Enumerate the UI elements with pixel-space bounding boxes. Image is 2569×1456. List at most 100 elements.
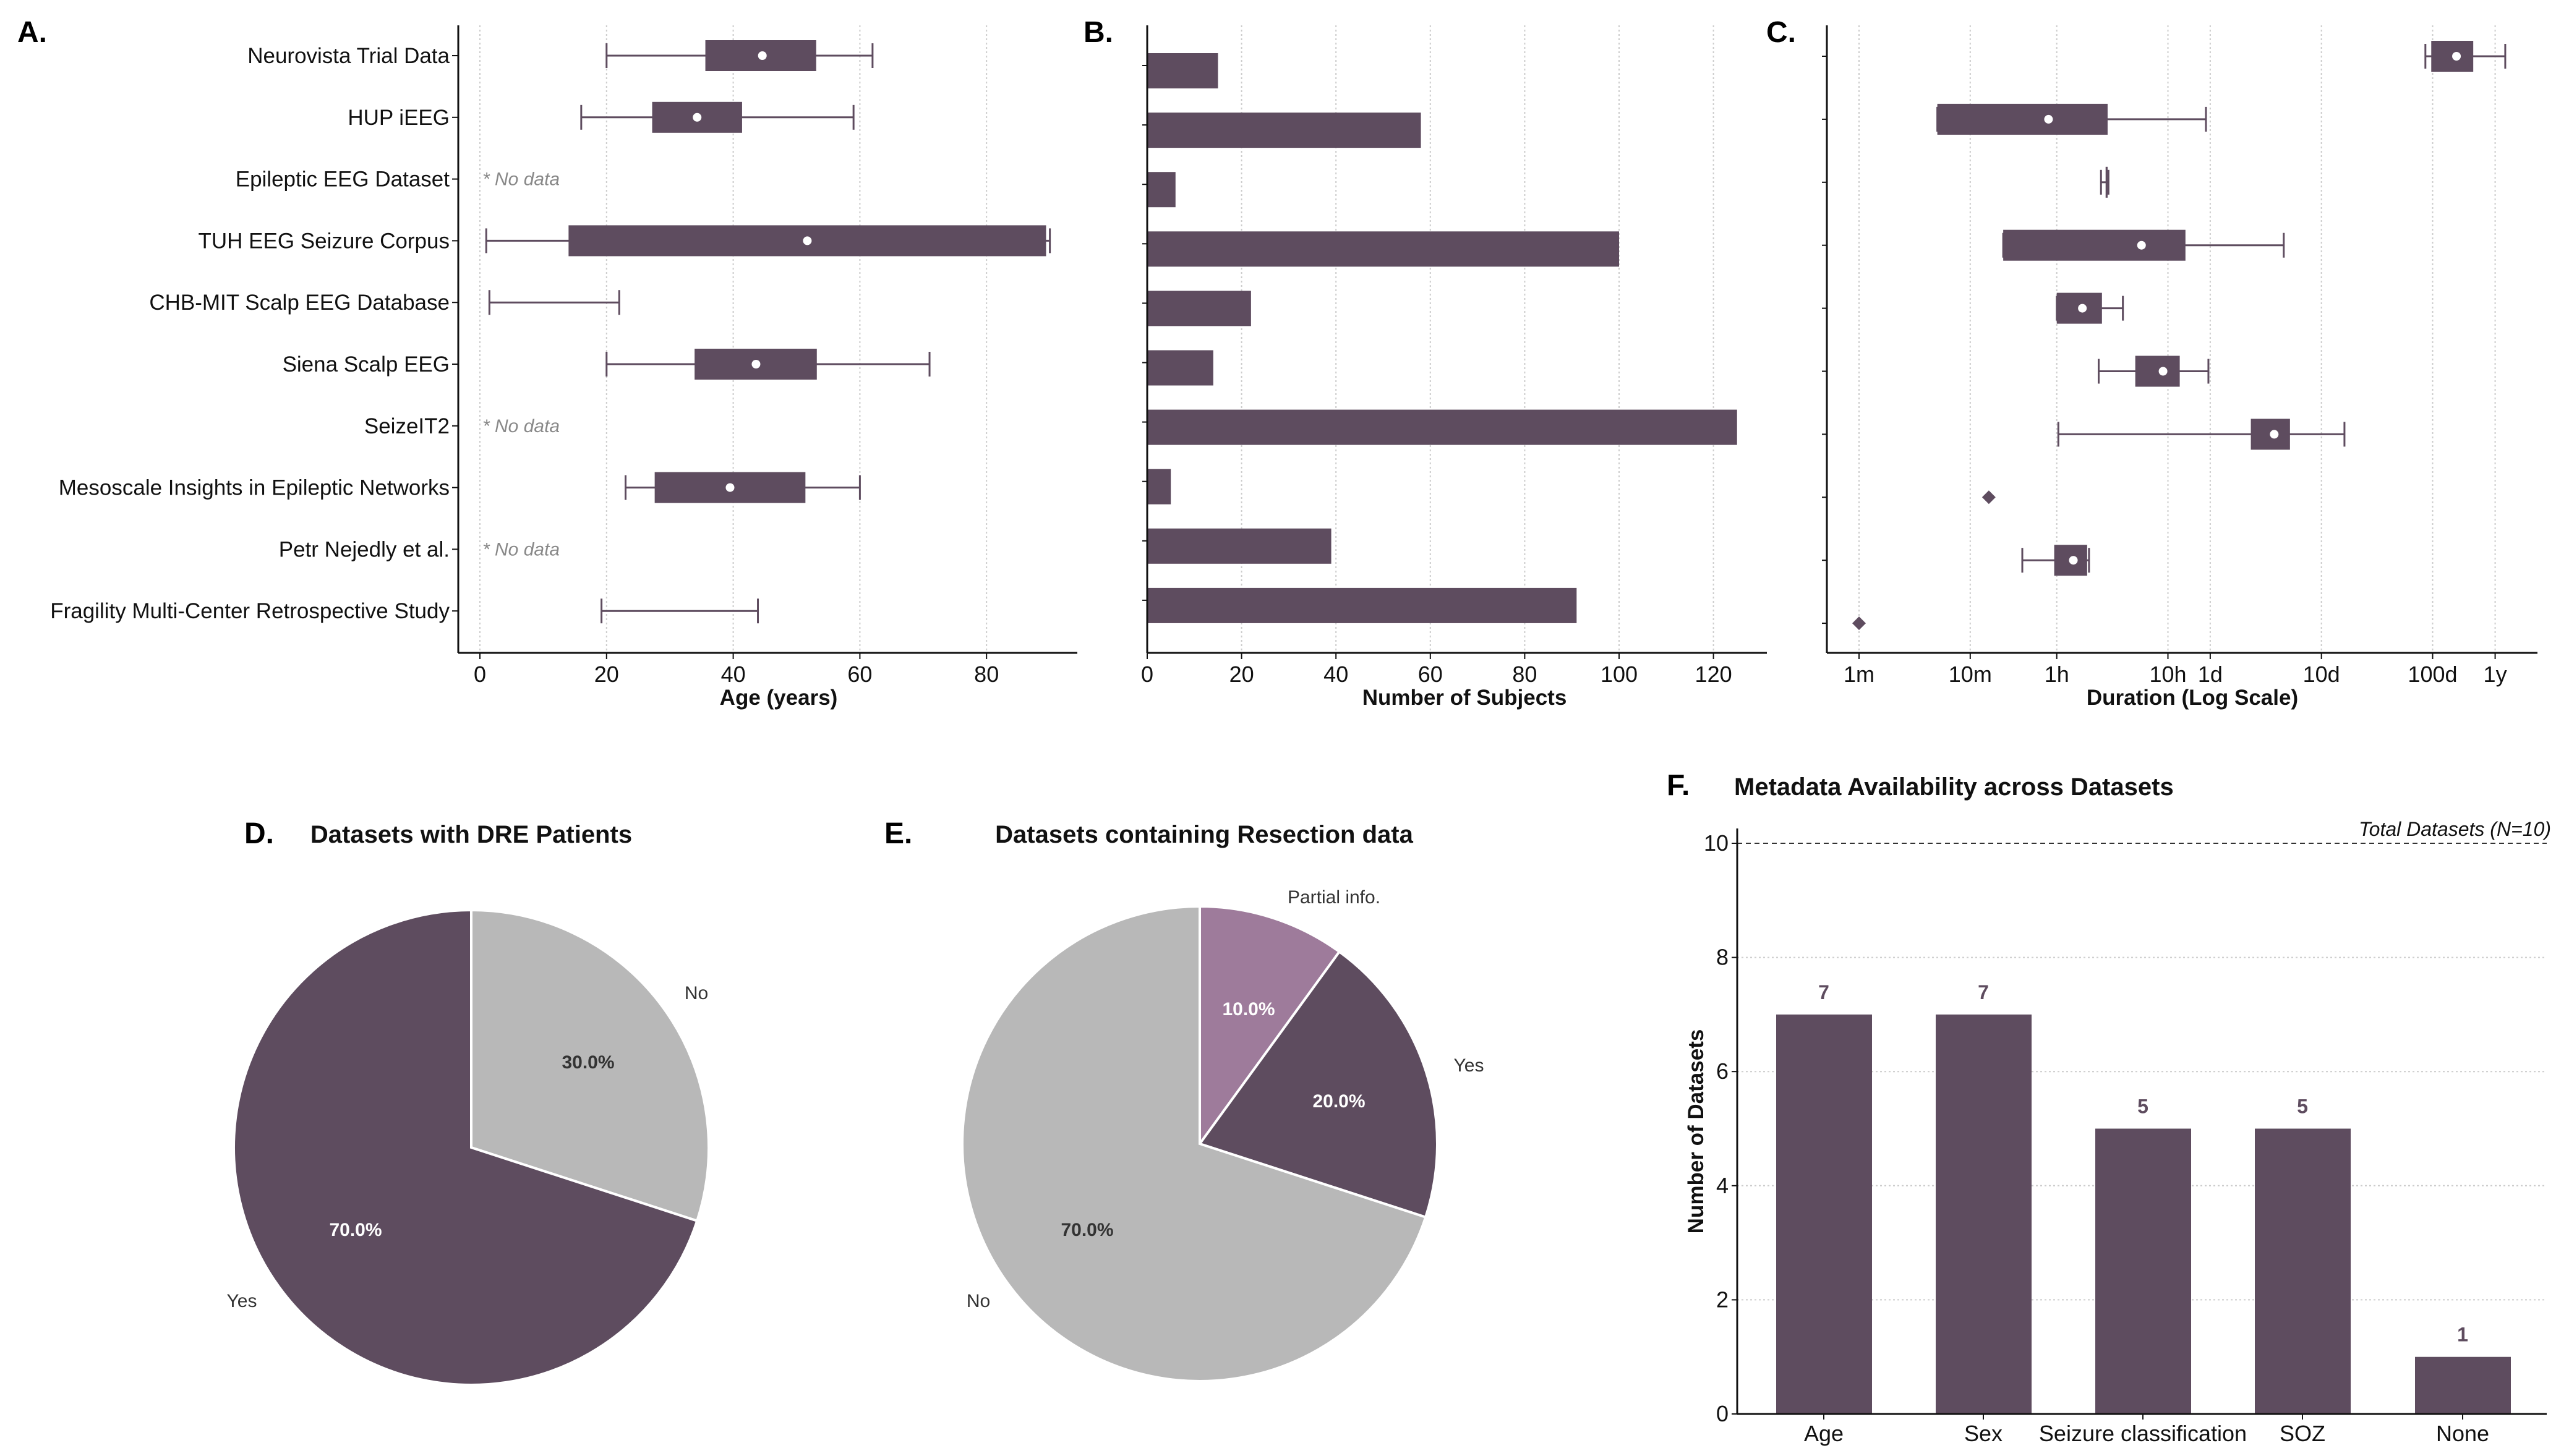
subjects-bar — [1147, 291, 1251, 326]
outlier-diamond — [1981, 490, 1996, 504]
x-tick-label: 10h — [2149, 662, 2186, 687]
panel-f-metadata-bar-chart: 0 2 4 6 8 10 7 Age 7 Sex 5 Seizure classification 5 S… — [1704, 828, 2547, 1446]
x-tick-label: 40 — [1323, 662, 1348, 687]
panel-a-xlabel: Age (years) — [720, 686, 838, 710]
iqr-box — [2003, 229, 2186, 261]
mean-dot — [2069, 556, 2078, 565]
panel-d-title: Datasets with DRE Patients — [310, 821, 632, 848]
pie-slice-label: Partial info. — [1288, 887, 1380, 908]
mean-dot — [758, 51, 767, 60]
x-tick-label: None — [2436, 1421, 2489, 1446]
pie-slice — [961, 905, 1427, 1382]
mean-dot — [693, 113, 702, 122]
mean-dot — [2270, 430, 2279, 439]
subjects-bar — [1147, 172, 1176, 208]
x-tick-label: 1h — [2045, 662, 2069, 687]
pie-slice-label: Yes — [1454, 1055, 1484, 1076]
iqr-box — [2105, 166, 2108, 198]
pie-slice-label: Yes — [227, 1291, 257, 1311]
metadata-bar — [2095, 1128, 2191, 1414]
subjects-bar — [1147, 409, 1737, 445]
panel-f-title: Metadata Availability across Datasets — [1734, 773, 2174, 801]
x-tick-label: 20 — [594, 662, 619, 687]
mean-dot — [2078, 304, 2087, 313]
x-tick-label: 80 — [974, 662, 999, 687]
dataset-label: Fragility Multi-Center Retrospective Stu… — [50, 599, 450, 623]
pie-slice — [470, 908, 710, 1223]
metadata-bar — [2255, 1128, 2351, 1414]
subjects-bar — [1147, 231, 1619, 267]
panel-b-xlabel: Number of Subjects — [1362, 686, 1567, 710]
x-tick-label: 1m — [1844, 662, 1874, 687]
mean-dot — [2044, 114, 2053, 124]
subjects-bar — [1147, 469, 1171, 504]
x-tick-label: 1y — [2484, 662, 2507, 687]
dataset-label: HUP iEEG — [348, 106, 450, 130]
dataset-label: Epileptic EEG Dataset — [236, 168, 450, 192]
panel-c-duration-boxplot: 1m 10m 1h 10h 1d 10d 100d 1y — [1822, 25, 2537, 687]
pie-slice-label: No — [685, 983, 708, 1003]
dataset-label: Neurovista Trial Data — [247, 44, 450, 68]
outlier-diamond — [1852, 616, 1866, 631]
iqr-box — [2135, 355, 2180, 387]
x-tick-label: Seizure classification — [2039, 1421, 2247, 1446]
subjects-bar — [1147, 113, 1421, 148]
iqr-box — [1937, 103, 2108, 135]
panel-b-subjects-bar-chart: 0 20 40 60 80 100 120 — [1141, 25, 1767, 687]
subjects-bar — [1147, 587, 1577, 623]
x-tick-label: 20 — [1229, 662, 1254, 687]
mean-dot — [2158, 367, 2168, 376]
panel-f-letter: F. — [1667, 769, 1690, 802]
panel-a-age-boxplot: 0 20 40 60 80 Neurovista Trial Data HUP iEEG Ep… — [50, 25, 1077, 687]
y-tick-label: 2 — [1716, 1287, 1729, 1312]
metadata-bar — [1936, 1014, 2032, 1414]
dataset-label: Mesoscale Insights in Epileptic Networks — [59, 476, 450, 500]
y-tick-label: 0 — [1716, 1401, 1729, 1426]
pie-slice — [233, 908, 699, 1386]
no-data-label: * No data — [482, 416, 560, 436]
panel-d-dre-pie: No 30.0% Yes 70.0% — [227, 908, 710, 1386]
x-tick-label: 60 — [847, 662, 872, 687]
pie-slice — [1199, 905, 1341, 1148]
panel-a-letter: A. — [17, 16, 47, 49]
pie-slice-percent: 70.0% — [329, 1220, 382, 1240]
x-tick-label: SOZ — [2280, 1421, 2325, 1446]
bar-value-label: 5 — [2297, 1096, 2308, 1118]
mean-dot — [725, 483, 735, 492]
subjects-bar — [1147, 350, 1213, 386]
y-tick-label: 6 — [1716, 1058, 1729, 1084]
mean-dot — [803, 236, 812, 245]
bar-value-label: 5 — [2137, 1096, 2148, 1118]
y-tick-label: 8 — [1716, 945, 1729, 970]
dataset-label: TUH EEG Seizure Corpus — [198, 229, 450, 253]
pie-slice-label: No — [967, 1291, 990, 1311]
panel-f-ylabel: Number of Datasets — [1684, 1029, 1708, 1234]
x-tick-label: 40 — [721, 662, 746, 687]
pie-slice-percent: 70.0% — [1061, 1220, 1113, 1240]
panel-e-letter: E. — [884, 817, 912, 850]
mean-dot — [2452, 52, 2461, 61]
dataset-label: Siena Scalp EEG — [283, 352, 450, 377]
x-tick-label: 10d — [2303, 662, 2340, 687]
dataset-label: SeizeIT2 — [364, 414, 450, 438]
no-data-label: * No data — [482, 539, 560, 560]
pie-slice-percent: 10.0% — [1222, 999, 1275, 1020]
panel-b-letter: B. — [1084, 16, 1113, 49]
mean-dot — [751, 360, 761, 368]
x-tick-label: Age — [1804, 1421, 1844, 1446]
pie-slice-percent: 20.0% — [1312, 1091, 1365, 1112]
dataset-label: Petr Nejedly et al. — [279, 537, 450, 561]
x-tick-label: 80 — [1512, 662, 1537, 687]
panel-c-letter: C. — [1766, 16, 1796, 49]
metadata-bar — [2415, 1356, 2511, 1414]
bar-value-label: 7 — [1978, 981, 1989, 1003]
panel-f-reference-label: Total Datasets (N=10) — [2359, 818, 2551, 840]
bar-value-label: 7 — [1818, 981, 1829, 1003]
y-tick-label: 4 — [1716, 1173, 1729, 1198]
panel-e-title: Datasets containing Resection data — [995, 821, 1413, 848]
panel-c-xlabel: Duration (Log Scale) — [2087, 686, 2298, 710]
x-tick-label: Sex — [1964, 1421, 2003, 1446]
panel-d-letter: D. — [244, 817, 274, 850]
dataset-label: CHB-MIT Scalp EEG Database — [149, 291, 450, 315]
